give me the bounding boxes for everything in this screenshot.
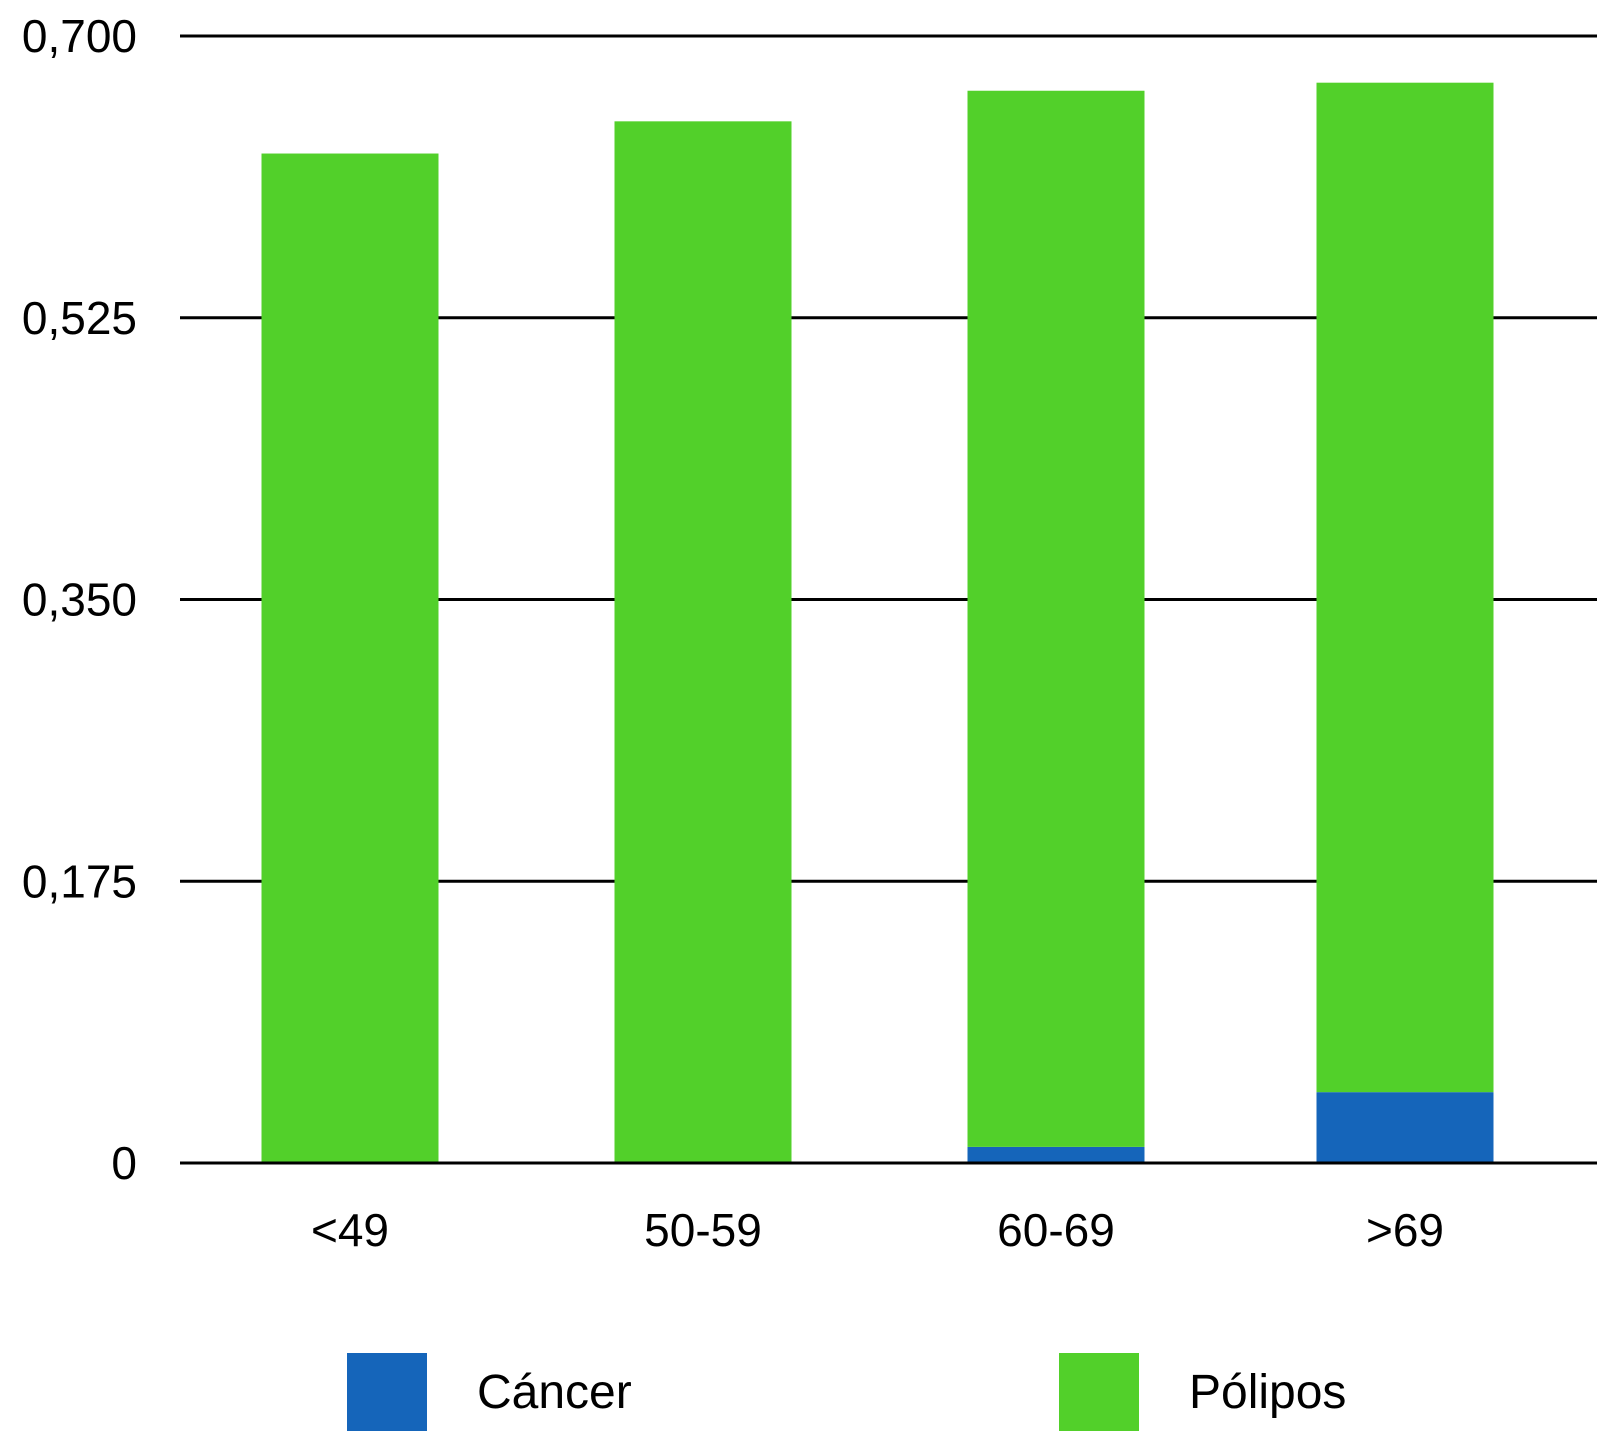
legend-label-cancer: Cáncer — [477, 1366, 632, 1419]
legend-swatch-polipos — [1059, 1353, 1139, 1431]
y-axis-tick-labels: 0 0,175 0,350 0,525 0,700 — [22, 10, 137, 1189]
y-tick-label: 0,350 — [22, 574, 137, 626]
x-tick-label: 60-69 — [997, 1204, 1115, 1256]
x-tick-label: <49 — [311, 1204, 389, 1256]
bar-segment-cancer — [1316, 1092, 1494, 1163]
bars — [180, 82, 1597, 1165]
x-axis-tick-labels: <49 50-59 60-69 >69 — [311, 1204, 1444, 1256]
bar-segment-polipos — [614, 121, 792, 1164]
bar-segment-polipos — [1316, 82, 1494, 1093]
legend-swatch-cancer — [347, 1353, 427, 1431]
legend-label-polipos: Pólipos — [1189, 1366, 1346, 1419]
bar-segment-cancer — [967, 1146, 1145, 1163]
y-tick-label: 0,175 — [22, 855, 137, 907]
y-tick-label: 0,700 — [22, 10, 137, 62]
x-tick-label: >69 — [1366, 1204, 1444, 1256]
y-tick-label: 0,525 — [22, 292, 137, 344]
y-tick-label: 0 — [111, 1137, 137, 1189]
bar-segment-polipos — [261, 153, 439, 1163]
bar-segment-polipos — [967, 90, 1145, 1147]
x-tick-label: 50-59 — [644, 1204, 762, 1256]
legend: Cáncer Pólipos — [347, 1353, 1346, 1431]
